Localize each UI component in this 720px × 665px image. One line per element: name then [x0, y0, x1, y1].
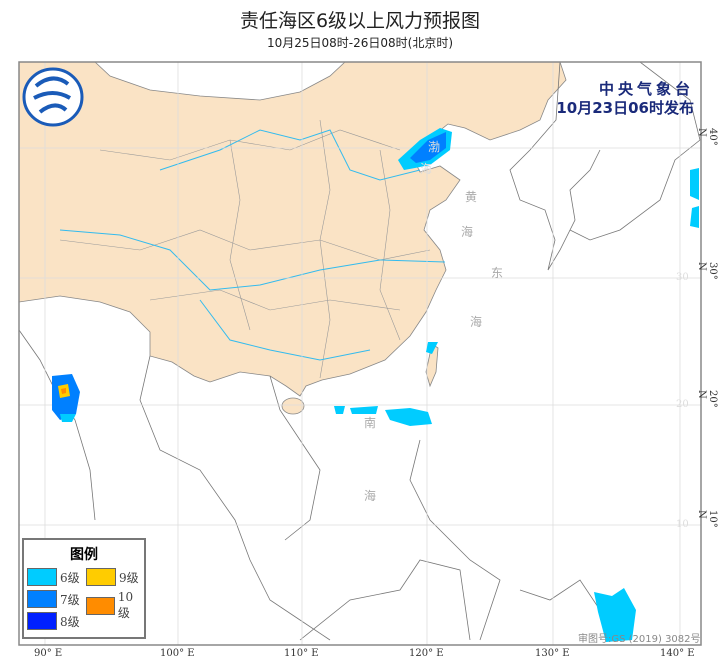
lon-tick: 90° E — [34, 648, 63, 659]
sea-label-huang-1: 黄 — [465, 190, 478, 204]
cma-logo — [22, 67, 84, 127]
lat-tick: 20° N — [696, 390, 718, 408]
lon-tick: 100° E — [160, 648, 195, 659]
legend-swatch — [86, 568, 116, 586]
sea-label-dong-1: 东 — [491, 266, 504, 280]
legend-item-9: 9级 — [86, 568, 139, 586]
legend-item-8: 8级 — [27, 612, 80, 630]
map-title: 责任海区6级以上风力预报图 — [239, 10, 481, 32]
legend-swatch — [27, 568, 57, 586]
sea-label-huang-2: 海 — [461, 225, 474, 239]
legend-label: 6级 — [60, 570, 80, 585]
sea-label-nan-1: 南 — [364, 416, 377, 430]
legend-label: 7级 — [60, 592, 80, 607]
grid-label: 20 — [676, 399, 689, 410]
lon-tick: 140° E — [660, 648, 695, 659]
sea-label-bohai-2: 海 — [420, 162, 433, 176]
wind-area-scs-6b — [334, 406, 345, 414]
lon-tick: 110° E — [284, 648, 319, 659]
wind-area-pacific-6 — [594, 588, 636, 642]
legend-item-7: 7级 — [27, 590, 80, 608]
issuer-block: 中央气象台 10月23日06时发布 — [556, 80, 694, 118]
map-subtitle: 10月25日08时-26日08时(北京时) — [266, 36, 454, 50]
hainan-island — [281, 397, 305, 415]
legend-swatch — [27, 590, 57, 608]
legend-label: 10级 — [117, 590, 134, 620]
wind-area-bengal-7 — [52, 374, 80, 420]
lon-tick: 130° E — [535, 648, 570, 659]
legend: 图例 6级 7级 8级 9级 10级 — [22, 538, 146, 639]
legend-item-10: 10级 — [86, 590, 144, 621]
lat-tick: 40° N — [696, 128, 718, 146]
wind-area-bohai-7 — [410, 132, 446, 163]
sea-label-bohai-1: 渤 — [428, 140, 441, 154]
wind-areas — [52, 128, 699, 642]
issuer-org: 中央气象台 — [598, 80, 694, 98]
lat-tick: 10° N — [696, 510, 718, 528]
map-approval-number: 审图号:GS (2019) 3082号 — [578, 634, 701, 645]
legend-label: 9级 — [119, 570, 139, 585]
legend-swatch — [27, 612, 57, 630]
wind-area-japan-6 — [690, 168, 699, 228]
wind-area-taiwan-strait-6 — [426, 342, 438, 354]
grid-label: 10 — [676, 519, 689, 530]
sea-label-dong-2: 海 — [470, 315, 483, 329]
legend-item-6: 6级 — [27, 568, 80, 586]
wind-area-bengal-6 — [60, 414, 76, 422]
grid-label: 30 — [676, 272, 689, 283]
lon-tick: 120° E — [409, 648, 444, 659]
map-frame — [18, 61, 702, 646]
legend-swatch — [86, 596, 115, 615]
sea-label-nan-2: 海 — [364, 489, 377, 503]
wind-area-scs-6c — [350, 406, 378, 414]
issue-time: 10月23日06时发布 — [556, 99, 694, 117]
wind-area-scs-6a — [385, 408, 432, 426]
legend-label: 8级 — [60, 614, 80, 629]
lat-tick: 30° N — [696, 262, 718, 280]
legend-title: 图例 — [70, 547, 98, 563]
wind-area-bengal-10 — [61, 388, 66, 394]
